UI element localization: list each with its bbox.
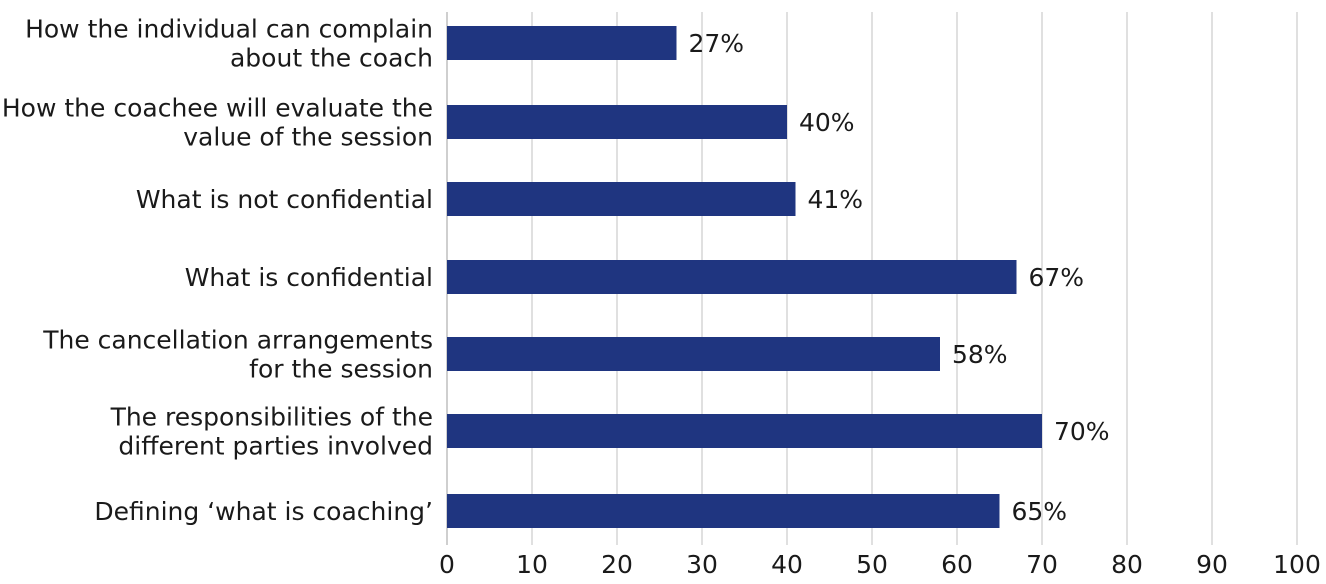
bar (447, 260, 1017, 294)
category-label: How the coachee will evaluate the (2, 94, 433, 123)
bars (447, 26, 1042, 528)
x-tick-label: 0 (439, 550, 455, 579)
bar (447, 494, 1000, 528)
data-label: 70% (1054, 417, 1110, 446)
x-tick-label: 100 (1273, 550, 1321, 579)
x-tick-label: 90 (1196, 550, 1228, 579)
category-label: for the session (249, 355, 433, 384)
bar (447, 105, 787, 139)
data-label: 65% (1012, 497, 1068, 526)
category-label: about the coach (230, 44, 433, 73)
x-tick-label: 60 (941, 550, 973, 579)
x-tick-label: 40 (771, 550, 803, 579)
data-label: 40% (799, 108, 855, 137)
x-tick-label: 50 (856, 550, 888, 579)
category-label: What is confidential (185, 263, 433, 292)
bar (447, 337, 940, 371)
data-label: 58% (952, 340, 1008, 369)
bar (447, 182, 796, 216)
x-tick-label: 20 (601, 550, 633, 579)
category-label: different parties involved (118, 432, 433, 461)
category-label: The cancellation arrangements (42, 326, 433, 355)
data-label: 41% (808, 185, 864, 214)
x-axis-ticks: 0 10 20 30 40 50 60 70 80 90 100 (439, 550, 1321, 579)
category-label: How the individual can complain (25, 15, 433, 44)
category-label: value of the session (183, 123, 433, 152)
value-labels: 27% 40% 41% 67% 58% 70% 65% (689, 29, 1110, 526)
x-tick-label: 80 (1111, 550, 1143, 579)
x-tick-label: 10 (516, 550, 548, 579)
bar (447, 414, 1042, 448)
data-label: 67% (1029, 263, 1085, 292)
bar (447, 26, 677, 60)
category-label: What is not confidential (136, 185, 433, 214)
category-label: Defining ‘what is coaching’ (94, 497, 433, 526)
x-tick-label: 70 (1026, 550, 1058, 579)
x-tick-label: 30 (686, 550, 718, 579)
data-label: 27% (689, 29, 745, 58)
category-label: The responsibilities of the (110, 403, 433, 432)
